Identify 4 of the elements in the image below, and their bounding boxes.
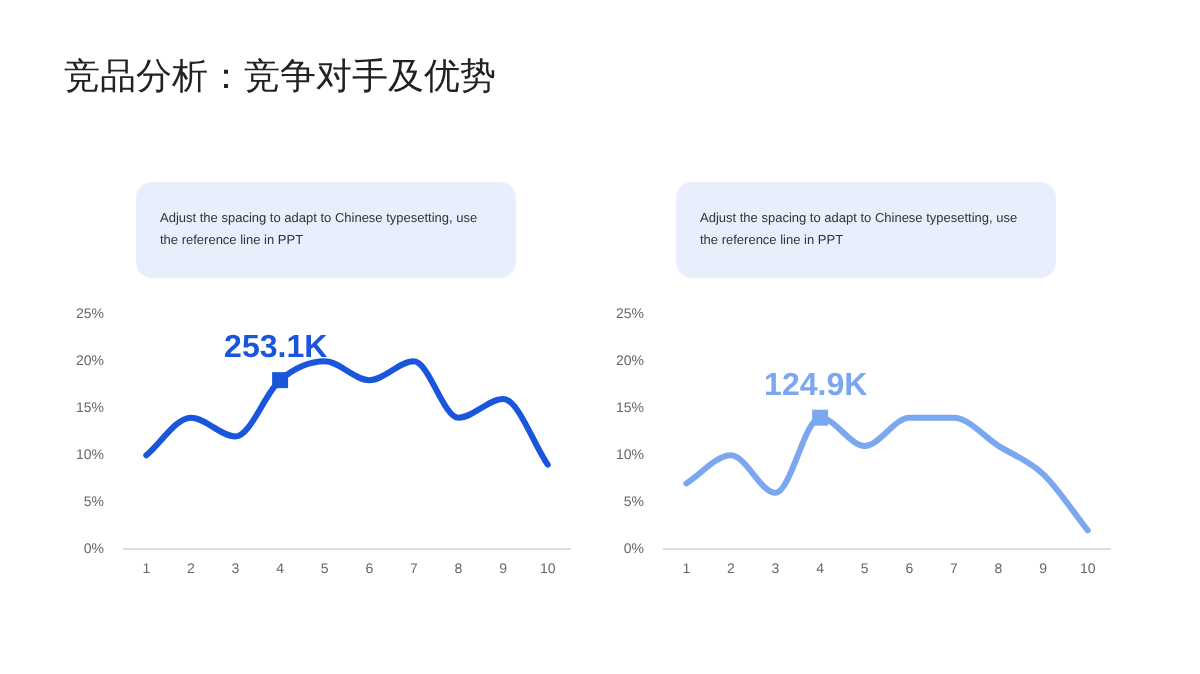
chart-title: 竞品分析：竞争对手及优势 xyxy=(64,54,496,100)
line-series xyxy=(143,358,551,468)
annotation: 124.9K xyxy=(764,368,869,403)
annotation: 253.1K xyxy=(224,330,329,365)
